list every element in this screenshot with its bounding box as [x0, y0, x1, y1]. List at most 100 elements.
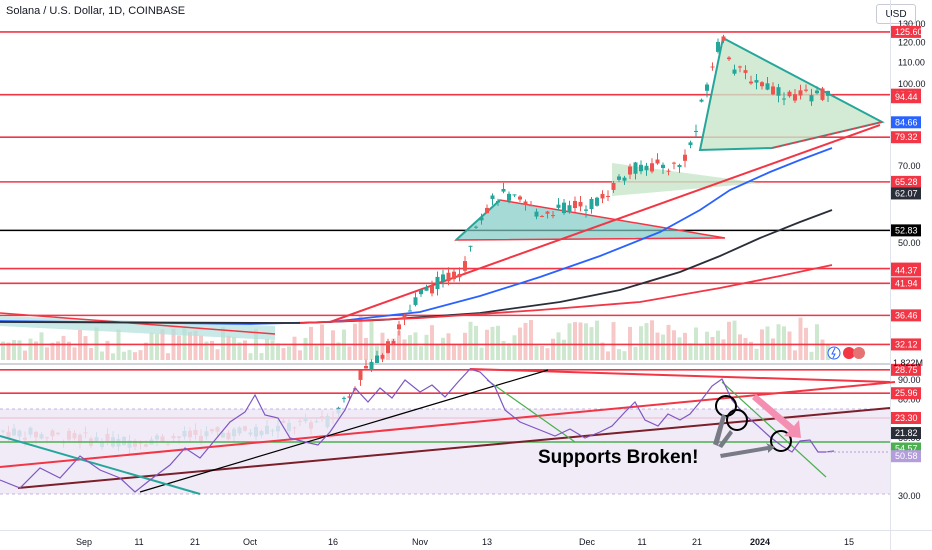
- price-label-box: [891, 25, 921, 38]
- candle-body: [611, 182, 616, 190]
- annotation-arrow-1[interactable]: [713, 414, 726, 446]
- moving-averages[interactable]: [0, 147, 833, 325]
- volume-bar: [149, 332, 154, 360]
- candle-body: [424, 286, 429, 291]
- price-label-box: [891, 309, 921, 322]
- price-label-text: 28.75: [895, 365, 918, 375]
- candle-body: [490, 195, 495, 199]
- volume-bar: [534, 345, 539, 360]
- candle-body: [446, 272, 451, 282]
- pane-separator[interactable]: [0, 363, 890, 365]
- candle-body: [754, 80, 759, 83]
- volume-bar: [738, 334, 742, 360]
- lightning-icon[interactable]: [827, 346, 841, 360]
- volume-bar: [303, 337, 308, 360]
- volume-bar: [639, 326, 643, 360]
- annotation-circle-3[interactable]: [770, 430, 792, 452]
- volume-bar: [754, 348, 759, 360]
- trend-lines[interactable]: [0, 121, 883, 335]
- candle-body: [369, 361, 374, 370]
- candle-body: [523, 201, 528, 205]
- annotation-arrow-pink[interactable]: [752, 394, 801, 438]
- rsi-trendline-red[interactable]: [0, 381, 896, 468]
- volume-bar: [732, 320, 737, 360]
- candle-body: [386, 341, 390, 353]
- time-axis-border: [0, 530, 932, 531]
- volume-bar: [336, 342, 341, 360]
- rising-trendline[interactable]: [329, 124, 881, 323]
- volume-bar: [83, 336, 88, 360]
- volume-bar: [600, 342, 605, 360]
- flag-icon[interactable]: [853, 347, 865, 359]
- candle-body: [705, 84, 709, 91]
- candles: [1, 34, 830, 454]
- volume-bar: [56, 341, 60, 360]
- volume-bar: [562, 339, 566, 360]
- rsi-falling-line-2[interactable]: [486, 379, 576, 443]
- volume-bar: [358, 315, 363, 360]
- volume-bar: [320, 324, 324, 360]
- annotation-circle-2[interactable]: [726, 409, 748, 431]
- candle-body: [573, 200, 577, 209]
- annotation-arrow-2[interactable]: [718, 430, 733, 448]
- volume-bar: [628, 326, 632, 360]
- time-tick-label: 13: [482, 537, 492, 547]
- rsi-falling-line-3[interactable]: [721, 381, 827, 478]
- volume-bar: [1, 341, 5, 360]
- volume-bar: [545, 348, 550, 360]
- candle-body: [501, 188, 506, 192]
- candle-body: [413, 297, 418, 305]
- volume-bar: [743, 337, 748, 360]
- volume-bar: [787, 331, 792, 360]
- candle-body: [628, 166, 632, 175]
- volume-bar: [507, 343, 511, 360]
- time-axis[interactable]: Sep 11 21 Oct 16 Nov 13 Dec 11 21 2024 15: [76, 537, 854, 547]
- volume-bar: [782, 326, 786, 360]
- volume-bar: [204, 341, 209, 360]
- volume-bar: [39, 332, 44, 360]
- rsi-falling-line-1[interactable]: [0, 435, 201, 495]
- candle-body: [347, 396, 352, 398]
- volume-bar: [232, 337, 236, 360]
- currency-button[interactable]: USD: [876, 4, 916, 24]
- volume-bar: [589, 327, 594, 360]
- rsi-long-trendline[interactable]: [17, 407, 891, 489]
- triangle-left-edge[interactable]: [455, 199, 501, 241]
- candle-body: [732, 69, 737, 74]
- price-label-box: [891, 338, 921, 351]
- volume-bar: [408, 335, 412, 360]
- candle-body: [507, 193, 511, 201]
- flag-pattern[interactable]: [612, 163, 760, 196]
- candle-body: [699, 99, 704, 102]
- rsi-line[interactable]: [0, 368, 835, 493]
- triangle-base-line[interactable]: [771, 121, 883, 149]
- volume-bar: [551, 338, 555, 360]
- candle-body: [743, 70, 748, 73]
- rsi-resistance-line[interactable]: [469, 368, 891, 383]
- candle-body: [562, 202, 566, 214]
- candle-body: [556, 204, 561, 208]
- candle-body: [457, 273, 462, 278]
- volume-bar: [138, 350, 143, 360]
- volume-bar: [17, 340, 22, 360]
- volume-bar: [452, 345, 456, 360]
- candle-body: [441, 274, 445, 282]
- volume-bar: [727, 321, 731, 360]
- rsi-black-trendline[interactable]: [139, 369, 549, 493]
- volume-bar: [188, 331, 192, 360]
- price-tick-label: 120.00: [898, 37, 926, 47]
- candle-body: [589, 198, 594, 210]
- price-label-box: [891, 277, 921, 290]
- flag-us-icon[interactable]: [843, 347, 855, 359]
- candle-body: [551, 215, 555, 217]
- volume-bar: [716, 330, 720, 360]
- rsi-tick-label: 80.00: [898, 394, 921, 404]
- price-axis-border: [890, 0, 891, 550]
- price-tick-label: 50.00: [898, 238, 921, 248]
- candle-body: [776, 87, 781, 96]
- volume-bar: [771, 338, 775, 360]
- volume-bar: [765, 326, 770, 360]
- annotation-arrow-3[interactable]: [720, 443, 775, 458]
- moving-average-line[interactable]: [299, 264, 833, 324]
